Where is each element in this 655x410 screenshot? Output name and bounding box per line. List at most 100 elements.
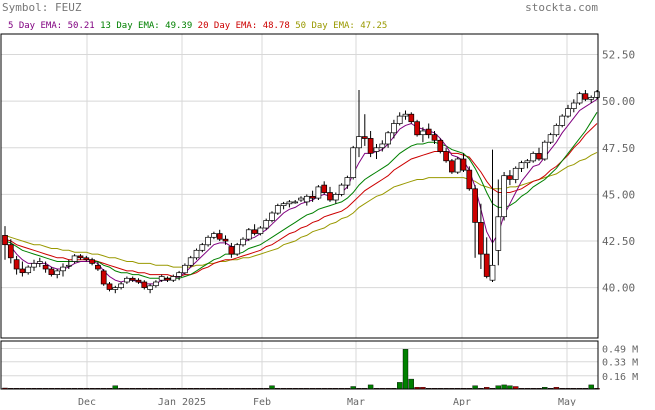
candle-body: [541, 141, 548, 160]
candle-body: [565, 108, 571, 117]
candle-body: [240, 238, 246, 246]
candle: [170, 274, 177, 282]
candle: [83, 255, 90, 262]
candle-body: [100, 270, 107, 285]
candle: [361, 114, 368, 146]
candle-body: [588, 97, 595, 100]
x-tick-label: Jan 2025: [158, 397, 206, 406]
candle-body: [425, 128, 432, 136]
candle-body: [466, 169, 473, 190]
candle: [483, 237, 490, 279]
candle-body: [199, 244, 206, 251]
candle-body: [257, 227, 264, 234]
volume-bar: [408, 378, 414, 390]
candle: [396, 112, 403, 126]
candle-body: [460, 158, 467, 171]
volume-bar: [397, 382, 403, 390]
candle: [472, 185, 478, 258]
y-tick-label: 42.50: [602, 235, 635, 248]
candle: [501, 172, 507, 221]
ema-legend: 5 Day EMA: 50.21 13 Day EMA: 49.39 20 Da…: [8, 21, 387, 31]
candle-body: [292, 201, 299, 204]
candle: [240, 237, 246, 247]
legend-value-0: 50.21: [68, 21, 95, 31]
legend-label-0: 5 Day EMA:: [8, 21, 68, 31]
x-tick-label: Feb: [253, 397, 271, 406]
candle-body: [269, 212, 275, 221]
candle: [19, 261, 26, 277]
candle-body: [449, 160, 455, 173]
candle-body: [478, 222, 484, 255]
candle-body: [158, 276, 165, 281]
volume-bar: [367, 384, 374, 390]
candle: [274, 203, 281, 215]
candle-body: [576, 93, 583, 104]
candle: [303, 194, 310, 206]
legend-label-3: 50 Day EMA:: [290, 21, 360, 31]
candle-body: [274, 205, 281, 214]
candle-body: [536, 153, 542, 160]
candle: [373, 144, 380, 159]
candle-body: [170, 276, 177, 281]
site-label[interactable]: stockta.com: [525, 1, 598, 14]
legend-value-1: 49.39: [165, 21, 192, 31]
candle-body: [71, 255, 78, 262]
candle: [460, 153, 467, 172]
candle: [570, 99, 577, 113]
candle: [280, 201, 287, 210]
candle: [216, 229, 223, 241]
candle: [100, 269, 107, 286]
candle: [147, 283, 153, 294]
candle: [71, 254, 78, 264]
candle-body: [7, 244, 14, 259]
candle-body: [77, 255, 84, 259]
y-tick-label: 52.50: [602, 49, 635, 62]
ema-13-line: [4, 112, 598, 279]
candle: [222, 235, 229, 245]
candle-body: [524, 160, 531, 164]
candle: [582, 90, 589, 102]
candle: [211, 231, 217, 240]
candle-body: [512, 167, 519, 180]
candle: [565, 104, 571, 118]
y-tick-label: 45.00: [602, 188, 635, 201]
candle: [135, 278, 142, 284]
candle: [263, 218, 270, 230]
candle: [286, 200, 293, 208]
candle-body: [594, 91, 600, 98]
candle: [541, 140, 548, 161]
candle-body: [106, 283, 113, 290]
candle-body: [489, 264, 496, 281]
volume-tick-label: 0.33 M: [602, 358, 638, 369]
candle: [367, 131, 374, 158]
candle: [158, 274, 165, 282]
candle: [431, 131, 438, 144]
candle: [327, 186, 333, 202]
volume-bar: [501, 384, 507, 390]
candle-body: [454, 158, 461, 173]
candle: [106, 282, 113, 292]
candle-body: [19, 268, 26, 274]
candle: [454, 157, 461, 174]
volume-bar: [402, 349, 409, 390]
candle: [338, 183, 345, 197]
candle-body: [472, 188, 478, 223]
candle-body: [83, 257, 90, 261]
candle: [414, 119, 420, 137]
candle: [559, 114, 566, 128]
candle: [437, 138, 444, 154]
candle: [350, 145, 357, 180]
candle-body: [437, 139, 444, 152]
candle-body: [60, 266, 66, 272]
candle: [309, 190, 316, 202]
legend-label-1: 13 Day EMA:: [95, 21, 165, 31]
candle-body: [443, 151, 449, 162]
candle: [507, 170, 513, 186]
candle: [199, 242, 206, 253]
candle: [228, 242, 235, 258]
candle: [7, 239, 14, 264]
candle: [356, 90, 362, 158]
candle: [547, 132, 554, 144]
candle-body: [89, 259, 95, 264]
